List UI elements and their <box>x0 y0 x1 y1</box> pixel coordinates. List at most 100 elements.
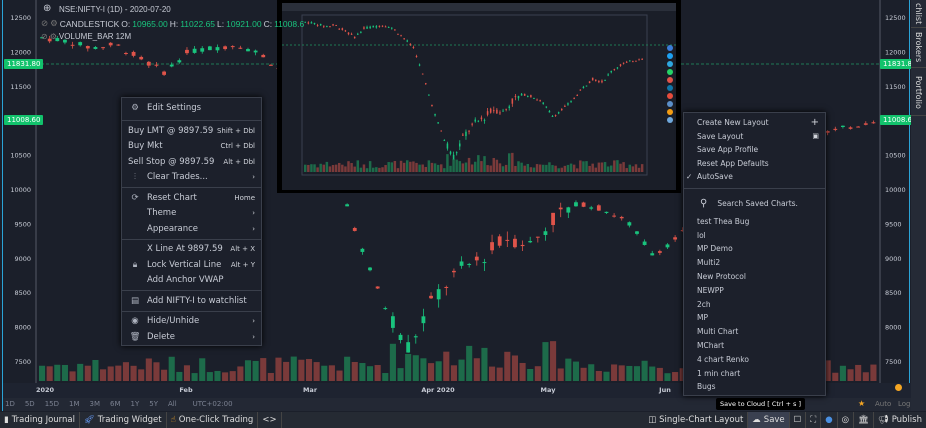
candle-body <box>215 47 220 51</box>
candle-body <box>474 119 477 122</box>
menu-appearance[interactable]: Appearance › <box>122 221 261 237</box>
candle-body <box>601 80 603 83</box>
bank-button[interactable]: 🏛︎ <box>854 412 874 428</box>
auto-scale-toggle[interactable]: Auto <box>875 400 892 408</box>
candle-body <box>616 67 619 69</box>
volume-bar <box>331 165 335 172</box>
volume-bar <box>374 365 381 381</box>
saved-chart-item[interactable]: MChart <box>697 341 725 351</box>
saved-chart-item[interactable]: New Protocol <box>697 272 746 282</box>
candle-body <box>528 241 533 243</box>
menu-create-layout[interactable]: Create New Layout + <box>684 116 825 130</box>
saved-chart-item[interactable]: Multi2 <box>697 258 721 268</box>
range-selector: 1D 5D 15D 1M 3M 6M 1Y 5Y All UTC+02:00 <box>3 398 883 410</box>
saved-chart-item[interactable]: Multi Chart <box>697 327 739 337</box>
menu-hide-unhide[interactable]: ◉ Hide/Unhide › <box>122 314 261 330</box>
range-6m[interactable]: 6M <box>110 400 121 408</box>
menu-x-line[interactable]: X Line At 9897.59 Alt + X <box>122 242 261 258</box>
timezone-selector[interactable]: UTC+02:00 <box>192 400 233 408</box>
search-saved-charts[interactable]: ⚲ Search Saved Charts. <box>684 193 825 215</box>
zoom-icon[interactable]: ⊕ <box>43 3 52 14</box>
saved-chart-item[interactable]: test Thea Bug <box>697 216 750 226</box>
candle-body <box>381 25 384 27</box>
volume-bar <box>84 365 91 381</box>
range-5d[interactable]: 5D <box>24 400 35 408</box>
range-3m[interactable]: 3M <box>89 400 101 408</box>
save-button[interactable]: ☁ Save <box>748 412 790 428</box>
menu-lock-vertical-line[interactable]: 🔒︎ Lock Vertical Line Alt + Y <box>122 257 261 273</box>
volume-bar <box>548 162 551 172</box>
gear-icon[interactable]: ⚙ <box>50 18 58 28</box>
volume-bar <box>458 161 462 172</box>
saved-chart-item[interactable]: lol <box>697 230 706 240</box>
menu-theme[interactable]: Theme › <box>122 206 261 222</box>
trading-journal-button[interactable]: ▮ Trading Journal <box>0 412 80 428</box>
alert-dot-icon[interactable] <box>895 384 902 391</box>
log-scale-toggle[interactable]: Log <box>898 400 911 408</box>
menu-save-layout[interactable]: Save Layout ▣ <box>684 130 825 144</box>
range-all[interactable]: All <box>167 400 177 408</box>
volume-bar <box>640 164 644 172</box>
volume-bar <box>46 366 53 381</box>
range-1y[interactable]: 1Y <box>130 400 140 408</box>
menu-clear-trades[interactable]: ⫶ Clear Trades... › <box>122 170 261 186</box>
tab-watchlist[interactable]: chlist <box>911 0 926 28</box>
menu-edit-settings[interactable]: ⚙ Edit Settings <box>122 98 261 118</box>
rocket-icon: 🚀︎ <box>83 415 95 425</box>
volume-bar <box>427 160 431 172</box>
high-value: 11022.65 <box>180 18 216 29</box>
candle-body <box>360 248 365 252</box>
saved-chart-item[interactable]: 1 min chart <box>697 368 741 378</box>
saved-chart-item[interactable]: NEWPP <box>697 285 724 295</box>
range-5y[interactable]: 5Y <box>149 400 158 408</box>
candle-body <box>459 143 461 147</box>
menu-save-app-profile[interactable]: Save App Profile <box>684 143 825 157</box>
volume-bar <box>572 361 580 381</box>
menu-autosave[interactable]: ✓ AutoSave <box>684 170 825 184</box>
saved-chart-item[interactable]: MP Demo <box>697 244 733 254</box>
menu-anchor-vwap[interactable]: Add Anchor VWAP <box>122 273 261 289</box>
publish-button[interactable]: 📢︎ Publish <box>874 412 926 428</box>
saved-chart-item[interactable]: Bugs <box>697 382 716 392</box>
candle-body <box>378 25 381 27</box>
menu-buy-mkt[interactable]: Buy Mkt Ctrl + Dbl <box>122 139 261 155</box>
menu-reset-chart[interactable]: ⟳ Reset Chart Home <box>122 190 261 206</box>
saved-chart-item[interactable]: 4 chart Renko <box>697 354 749 364</box>
tab-portfolio[interactable]: Portfolio <box>911 70 926 116</box>
menu-sell-stop[interactable]: Sell Stop @ 9897.59 Alt + Dbl <box>122 154 261 170</box>
single-chart-layout-button[interactable]: ◫ Single-Chart Layout <box>644 412 749 428</box>
saved-chart-item[interactable]: MP <box>697 313 708 323</box>
volume-bar <box>77 363 84 381</box>
square-icon: ☐ <box>793 415 802 425</box>
h-label: H: <box>169 18 179 29</box>
visibility-icon[interactable]: ⊘ <box>41 18 49 28</box>
help-button[interactable]: ◎ <box>838 412 855 428</box>
candle-body <box>557 112 560 114</box>
gear-icon[interactable]: ⚙ <box>49 32 57 41</box>
code-button[interactable]: <> <box>258 412 282 428</box>
saved-chart-item[interactable]: 2ch <box>697 299 711 309</box>
star-icon[interactable]: ★ <box>858 399 866 408</box>
fullscreen-button[interactable]: ⛶ <box>806 412 822 428</box>
search-input[interactable]: Search Saved Charts. <box>717 199 798 208</box>
volume-bar <box>412 161 415 172</box>
range-15d[interactable]: 15D <box>44 400 59 408</box>
range-1m[interactable]: 1M <box>69 400 80 408</box>
candle-body <box>551 212 555 226</box>
menu-add-to-watchlist[interactable]: ▤ Add NIFTY-I to watchlist <box>122 293 261 309</box>
range-1d[interactable]: 1D <box>5 400 15 408</box>
menu-reset-app-defaults[interactable]: Reset App Defaults <box>684 157 825 171</box>
menu-buy-lmt[interactable]: Buy LMT @ 9897.59 Shift + Dbl <box>122 123 261 139</box>
chat-button[interactable]: ● <box>821 412 838 428</box>
volume-bar <box>229 371 236 381</box>
volume-bar <box>421 164 424 172</box>
volume-bar <box>532 167 536 172</box>
visibility-icon[interactable]: ⊘ <box>41 32 48 41</box>
one-click-trading-button[interactable]: ☝ One-Click Trading <box>167 412 259 428</box>
time-tick: Apr 2020 <box>421 386 455 394</box>
trading-widget-button[interactable]: 🚀︎ Trading Widget <box>80 412 167 428</box>
square-button[interactable]: ☐ <box>790 412 807 428</box>
volume-bar <box>353 166 356 172</box>
menu-delete[interactable]: 🗑︎ Delete › <box>122 329 261 345</box>
tab-brokers[interactable]: Brokers <box>911 28 926 68</box>
